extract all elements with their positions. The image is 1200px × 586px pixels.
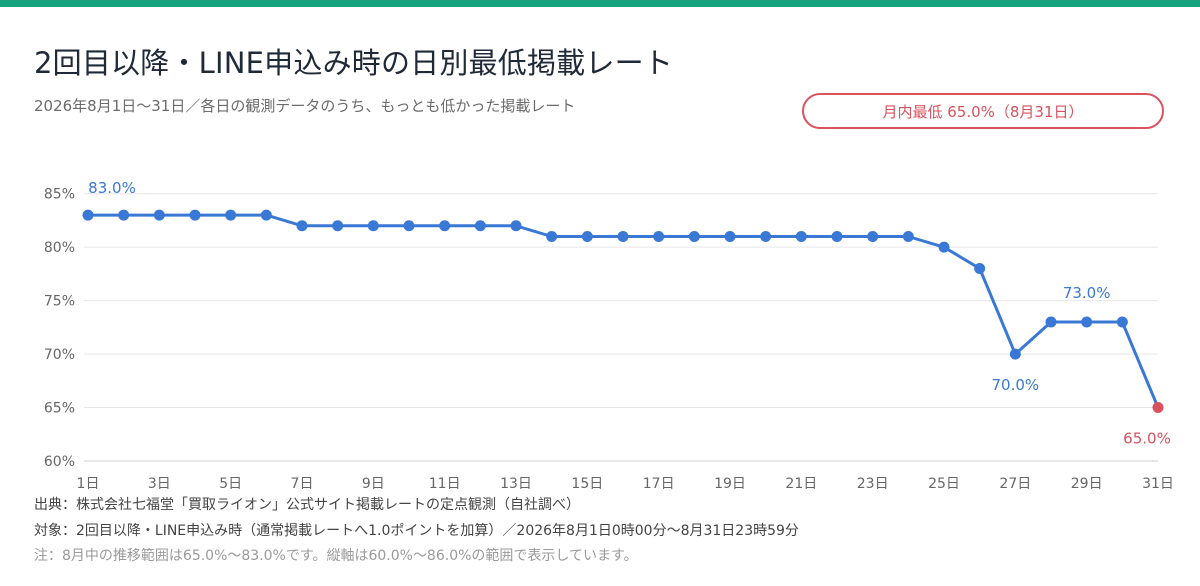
x-tick-label: 11日	[429, 476, 461, 492]
footer-source: 出典：株式会社七福堂「買取ライオン」公式サイト掲載レートの定点観測（自社調べ）	[34, 497, 580, 513]
x-tick-label: 13日	[500, 476, 532, 492]
data-point	[1081, 316, 1093, 328]
data-point	[795, 230, 807, 242]
data-point	[1009, 348, 1021, 360]
y-tick-label: 70%	[44, 347, 75, 363]
y-tick-label: 75%	[44, 294, 75, 310]
top-accent-bar	[0, 0, 1200, 7]
data-point	[938, 241, 950, 253]
data-point	[902, 230, 914, 242]
min-data-point	[1152, 402, 1164, 414]
x-tick-label: 17日	[643, 476, 675, 492]
data-point	[653, 230, 665, 242]
x-tick-label: 31日	[1142, 476, 1174, 492]
y-axis: 60% 65% 70% 75% 80% 85%	[44, 187, 75, 470]
x-tick-label: 7日	[291, 476, 314, 492]
chart-subtitle: 2026年8月1日〜31日／各日の観測データのうち、もっとも低かった掲載レート	[34, 97, 576, 115]
data-point	[831, 230, 843, 242]
data-point	[189, 209, 201, 221]
data-point	[1116, 316, 1128, 328]
data-point	[332, 220, 344, 232]
data-point	[617, 230, 629, 242]
x-tick-label: 21日	[785, 476, 817, 492]
x-tick-label: 15日	[571, 476, 603, 492]
x-tick-label: 19日	[714, 476, 746, 492]
x-tick-label: 5日	[219, 476, 242, 492]
footer-target: 対象：2回目以降・LINE申込み時（通常掲載レートへ1.0ポイントを加算）／20…	[34, 523, 799, 539]
data-point	[260, 209, 272, 221]
data-point	[974, 263, 986, 275]
x-tick-label: 23日	[857, 476, 889, 492]
data-label: 65.0%	[1123, 430, 1171, 448]
data-point	[403, 220, 415, 232]
x-axis: 1日 3日 5日 7日 9日 11日 13日 15日 17日 19日 21日 23日 25日 27日 29日…	[77, 476, 1174, 492]
y-tick-label: 60%	[44, 454, 75, 470]
data-point	[724, 230, 736, 242]
data-point	[688, 230, 700, 242]
y-tick-label: 85%	[44, 187, 75, 203]
x-tick-label: 9日	[362, 476, 385, 492]
data-point	[439, 220, 451, 232]
x-tick-label: 29日	[1071, 476, 1103, 492]
data-point	[225, 209, 237, 221]
grid-lines	[84, 193, 1158, 462]
data-labels: 83.0% 73.0% 70.0% 65.0%	[88, 179, 1171, 447]
data-point	[760, 230, 772, 242]
data-point	[474, 220, 486, 232]
data-point	[153, 209, 165, 221]
data-label: 70.0%	[992, 376, 1040, 394]
data-label: 83.0%	[88, 179, 136, 197]
data-point	[581, 230, 593, 242]
x-tick-label: 1日	[77, 476, 100, 492]
data-point	[1045, 316, 1057, 328]
x-tick-label: 27日	[999, 476, 1031, 492]
y-tick-label: 65%	[44, 401, 75, 417]
monthly-min-badge: 月内最低 65.0%（8月31日）	[802, 93, 1164, 129]
data-points	[82, 209, 1164, 414]
data-point	[296, 220, 308, 232]
data-point	[867, 230, 879, 242]
footer-note: 注：8月中の推移範囲は65.0%〜83.0%です。縦軸は60.0%〜86.0%の…	[34, 548, 638, 564]
data-point	[367, 220, 379, 232]
data-point	[118, 209, 130, 221]
data-label: 73.0%	[1063, 284, 1111, 302]
x-tick-label: 25日	[928, 476, 960, 492]
x-tick-label: 3日	[148, 476, 171, 492]
data-point	[510, 220, 522, 232]
data-point	[82, 209, 94, 221]
data-point	[546, 230, 558, 242]
y-tick-label: 80%	[44, 240, 75, 256]
chart-title: 2回目以降・LINE申込み時の日別最低掲載レート	[34, 46, 673, 80]
